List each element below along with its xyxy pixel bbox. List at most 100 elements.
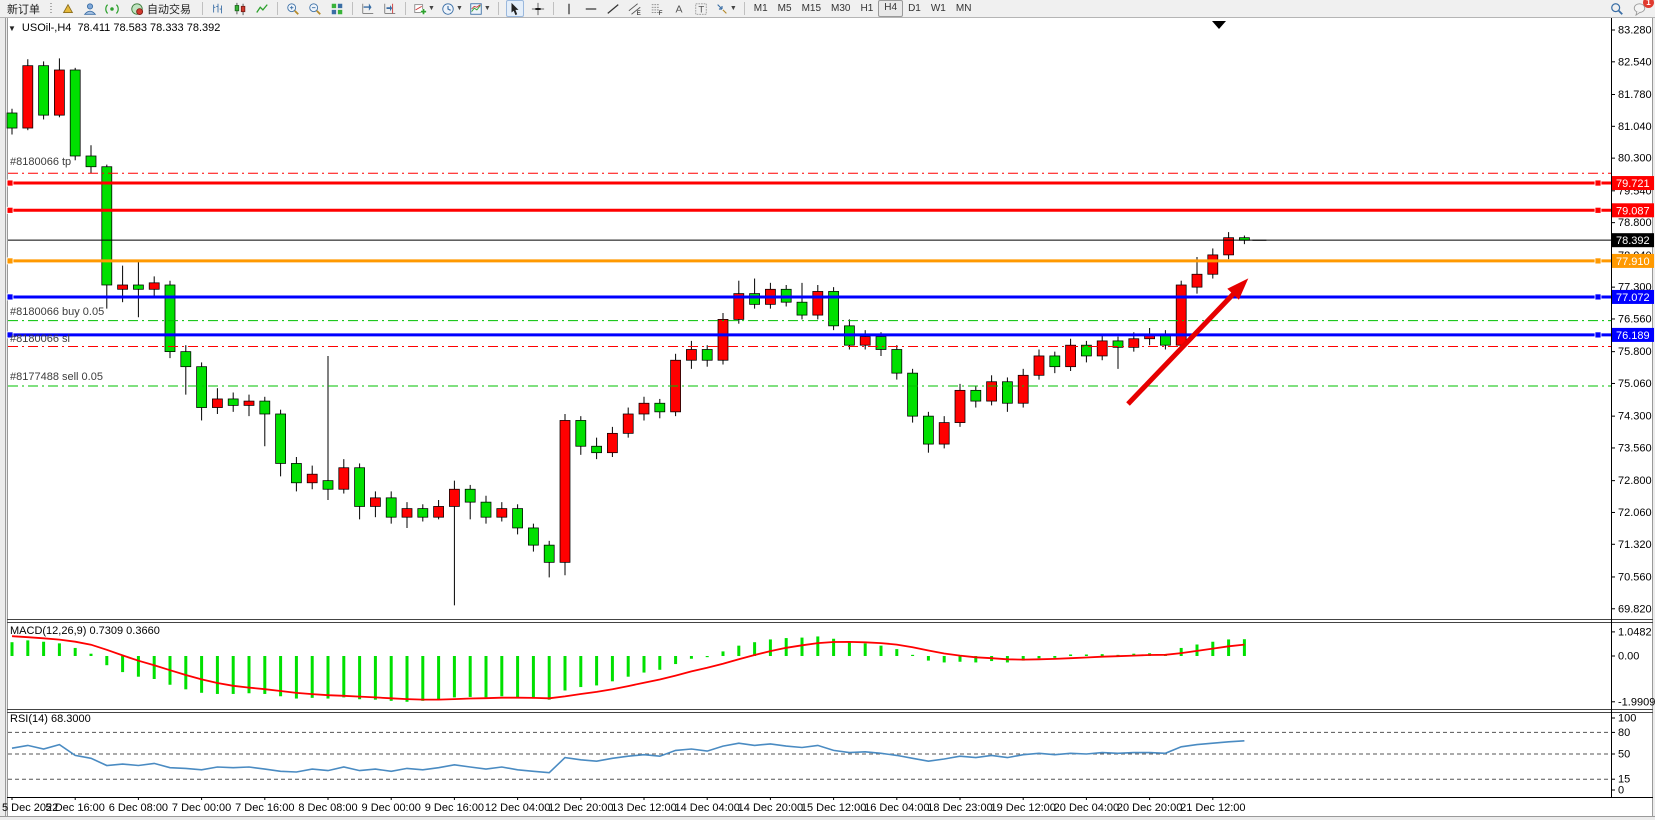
support-line-2-handle[interactable] [1594,331,1602,339]
support-line-1-handle[interactable] [6,293,14,301]
line-chart-icon[interactable] [254,1,270,16]
candle-body [243,400,255,406]
pivot-line-handle[interactable] [6,257,14,265]
one-click-trading-toggle[interactable]: ▼ [8,23,16,33]
svg-text:81.780: 81.780 [1618,89,1652,101]
trend-arrow-head[interactable] [1227,278,1249,300]
auto-scroll-icon[interactable] [360,1,376,16]
bar-chart-icon[interactable] [210,1,226,16]
new-chart-icon[interactable] [60,1,76,16]
candle-body [1207,254,1219,275]
time-label: 20 Dec 04:00 [1054,802,1119,814]
chat-icon[interactable]: 1 [1631,0,1654,16]
timeframe-mn[interactable]: MN [955,3,972,14]
equidistant-channel-icon[interactable]: E [627,1,643,16]
rsi-value: 68.3000 [50,713,91,725]
periods-icon[interactable]: ▼ [441,1,463,16]
timeframe-h4[interactable]: H4 [878,0,904,17]
candle-body [528,527,539,546]
candlestick-icon[interactable] [232,1,248,16]
new-order-button[interactable]: 新订单 [7,3,40,16]
candle-body [101,166,113,286]
zoom-out-icon[interactable] [307,1,323,16]
candle-body [543,544,555,563]
fibonacci-icon[interactable]: F [649,1,665,16]
support-line-2-badge-text: 76.189 [1616,330,1650,342]
support-line-2-badge [1612,327,1654,342]
timeframe-w1[interactable]: W1 [930,3,946,14]
crosshair-icon[interactable] [530,1,546,16]
svg-text:72.800: 72.800 [1618,475,1652,487]
candle-body [923,415,934,445]
text-label-icon[interactable]: T [693,1,709,16]
dropdown-arrow-icon: ▼ [455,5,463,12]
time-label: 13 Dec 12:00 [611,802,676,814]
chart-shift-icon[interactable] [382,1,398,16]
arrows-tool-icon[interactable]: ▼ [715,1,737,16]
candle-body [1128,338,1140,348]
resistance-line-1-handle[interactable] [6,179,14,187]
candle-body [464,488,476,503]
timeframe-m5[interactable]: M5 [777,3,792,14]
rsi-indicator-label: RSI(14) 68.3000 [10,713,91,725]
timeframe-m30[interactable]: M30 [831,3,851,14]
candle-body [338,467,350,490]
dropdown-arrow-icon: ▼ [428,5,435,12]
symbol-title: USOil-,H4 [21,22,72,34]
svg-text:74.300: 74.300 [1618,411,1652,423]
candle-body [875,336,887,350]
timeframe-m15[interactable]: M15 [801,3,822,14]
candle-body [907,372,918,417]
candle-body [986,381,997,402]
autotrading-button[interactable]: 自动交易 [126,1,195,16]
trendline-icon[interactable] [605,1,621,16]
trend-arrow-shaft[interactable] [1126,285,1242,406]
candle-body [1191,273,1203,288]
candle-body [417,508,429,518]
profiles-icon[interactable] [82,1,98,16]
candle-body [622,413,634,434]
templates-icon[interactable]: ▼ [469,1,491,16]
timeframe-d1[interactable]: D1 [908,3,921,14]
search-icon[interactable] [1609,1,1625,16]
time-label: 8 Dec 08:00 [298,802,357,814]
pivot-line-badge-text: 77.910 [1616,256,1650,268]
zoom-in-icon[interactable] [285,1,301,16]
resistance-line-1-badge [1612,176,1654,191]
autotrading-label: 自动交易 [147,3,191,16]
add-indicator-icon[interactable]: ▼ [413,1,435,16]
signals-icon[interactable] [104,1,120,16]
price-axis: 83.28082.54081.78081.04080.30079.54078.8… [1611,25,1652,615]
price-badges: 79.721 79.087 78.392 77.910 77.072 76.189 [1612,176,1654,342]
candle-body [954,389,966,423]
support-line-1-badge-text: 77.072 [1616,292,1650,304]
rsi-line [11,740,1245,774]
pivot-line-handle[interactable] [1594,257,1602,265]
chart-shift-marker[interactable] [1212,21,1226,29]
svg-text:F: F [659,10,663,16]
timeframe-m1[interactable]: M1 [753,3,768,14]
timeframe-h1[interactable]: H1 [860,3,874,14]
current-price-line-badge [1612,233,1654,248]
candle-body [69,69,81,157]
pivot-line-badge [1612,253,1654,268]
time-label: 5 Dec 2022 [2,802,58,814]
svg-text:15: 15 [1618,774,1630,786]
time-label: 5 Dec 16:00 [46,802,105,814]
tp-order-label: #8180066 tp [10,156,72,168]
cursor-icon[interactable] [505,0,524,17]
resistance-line-1-handle[interactable] [1594,179,1602,187]
candle-body [686,349,697,361]
vertical-line-icon[interactable] [561,1,577,16]
resistance-line-2-handle[interactable] [1594,206,1602,214]
resistance-line-2-handle[interactable] [6,206,14,214]
tile-windows-icon[interactable] [329,1,345,16]
text-icon[interactable]: A [671,1,687,16]
candle-body [749,293,760,305]
support-line-1-handle[interactable] [1594,293,1602,301]
horizontal-line-icon[interactable] [583,1,599,16]
candle-body [828,291,839,327]
support-line-2-handle[interactable] [6,331,14,339]
time-label: 15 Dec 12:00 [801,802,866,814]
